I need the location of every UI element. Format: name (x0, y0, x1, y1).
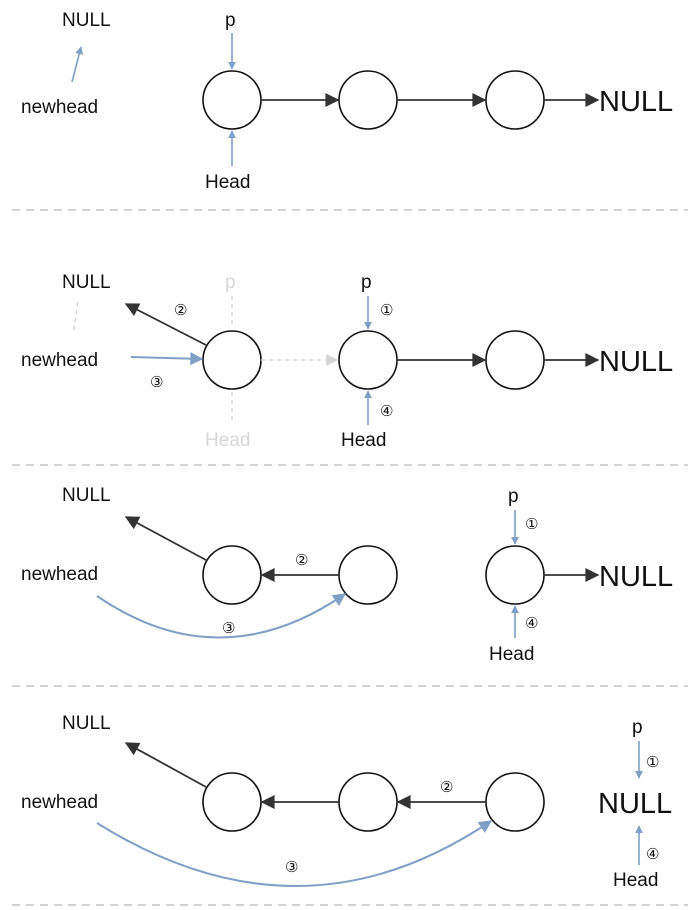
newhead-pointer-arrow (96, 820, 493, 887)
step-3-marker: ③ (285, 858, 298, 876)
newhead-label: newhead (21, 97, 98, 118)
newhead-label: newhead (21, 792, 98, 813)
p-label: p (632, 717, 643, 738)
step-4-marker: ④ (646, 845, 659, 863)
panel-4-final: NULL newhead ② ③ p ① NULL ④ Head (21, 713, 672, 891)
panel-2-step: NULL newhead p Head ② ③ p ① NULL ④ Head (21, 272, 673, 451)
newhead-label: newhead (21, 350, 98, 371)
list-node (485, 330, 545, 390)
old-head-label-faded: Head (205, 430, 250, 451)
null-terminal: NULL (598, 788, 672, 820)
null-label: NULL (62, 713, 111, 734)
list-node (485, 772, 545, 832)
step-1-marker: ① (646, 753, 659, 771)
reversed-link-arrow (124, 516, 207, 561)
head-label: Head (489, 644, 534, 665)
null-terminal: NULL (599, 346, 673, 378)
old-p-label-faded: p (225, 272, 236, 293)
newhead-pointer-arrow (130, 352, 204, 366)
step-1-marker: ① (380, 301, 393, 319)
list-node (338, 772, 398, 832)
newhead-pointer-arrow (96, 593, 347, 639)
panel-1-initial: NULL newhead p NULL Head (21, 10, 673, 193)
head-label: Head (613, 870, 658, 891)
step-4-marker: ④ (380, 402, 393, 420)
step-3-marker: ③ (150, 373, 163, 391)
step-4-marker: ④ (525, 614, 538, 632)
list-node (338, 70, 398, 130)
p-label: p (225, 10, 236, 31)
old-newhead-pointer-faded (73, 299, 79, 331)
step-2-marker: ② (174, 301, 187, 319)
null-label: NULL (62, 272, 111, 293)
step-1-marker: ① (525, 515, 538, 533)
newhead-pointer-arrow (71, 46, 84, 83)
p-label: p (508, 486, 519, 507)
list-node (338, 330, 398, 390)
head-label: Head (341, 430, 386, 451)
list-node (202, 772, 262, 832)
panel-3-step: NULL newhead ② ③ p ① NULL ④ Head (21, 485, 673, 665)
step-3-marker: ③ (222, 619, 235, 637)
null-terminal: NULL (599, 561, 673, 593)
null-terminal: NULL (599, 86, 673, 118)
p-label: p (361, 272, 372, 293)
newhead-label: newhead (21, 564, 98, 585)
list-node (202, 330, 262, 390)
step-2-marker: ② (295, 551, 308, 569)
reversed-link-arrow (124, 303, 207, 346)
null-label: NULL (62, 10, 111, 31)
list-node (485, 545, 545, 605)
list-node (485, 70, 545, 130)
list-node (338, 545, 398, 605)
step-2-marker: ② (440, 778, 453, 796)
null-label: NULL (62, 485, 111, 506)
list-node (202, 70, 262, 130)
reversed-link-arrow (124, 742, 207, 788)
list-node (202, 545, 262, 605)
head-label: Head (205, 172, 250, 193)
